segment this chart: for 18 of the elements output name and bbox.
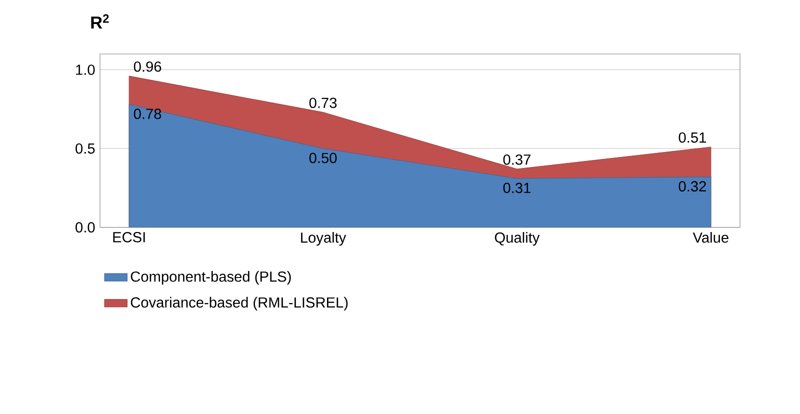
data-label: 0.37 bbox=[503, 154, 530, 165]
data-label: 0.73 bbox=[309, 98, 337, 108]
data-label: 0.31 bbox=[503, 182, 530, 194]
data-label: 0.96 bbox=[134, 61, 162, 72]
legend-label: Covariance-based (RML-LISREL) bbox=[130, 296, 348, 311]
data-label: 0.51 bbox=[678, 132, 706, 143]
x-tick-label: Loyalty bbox=[301, 232, 346, 246]
x-tick-label: Quality bbox=[494, 232, 540, 246]
data-label: 0.32 bbox=[678, 181, 706, 192]
y-tick-label: 1.0 bbox=[76, 64, 95, 75]
y-tick-label: 0.0 bbox=[76, 222, 95, 233]
data-label: 0.78 bbox=[134, 108, 162, 120]
y-tick-label: 0.5 bbox=[76, 143, 95, 154]
x-tick-label: ECSI bbox=[113, 232, 145, 242]
data-label: 0.50 bbox=[309, 152, 337, 164]
legend-label: Component-based (PLS) bbox=[130, 271, 291, 285]
x-tick-label: Value bbox=[692, 232, 728, 243]
y-axis-title: R$^{2}$ bbox=[91, 14, 109, 29]
